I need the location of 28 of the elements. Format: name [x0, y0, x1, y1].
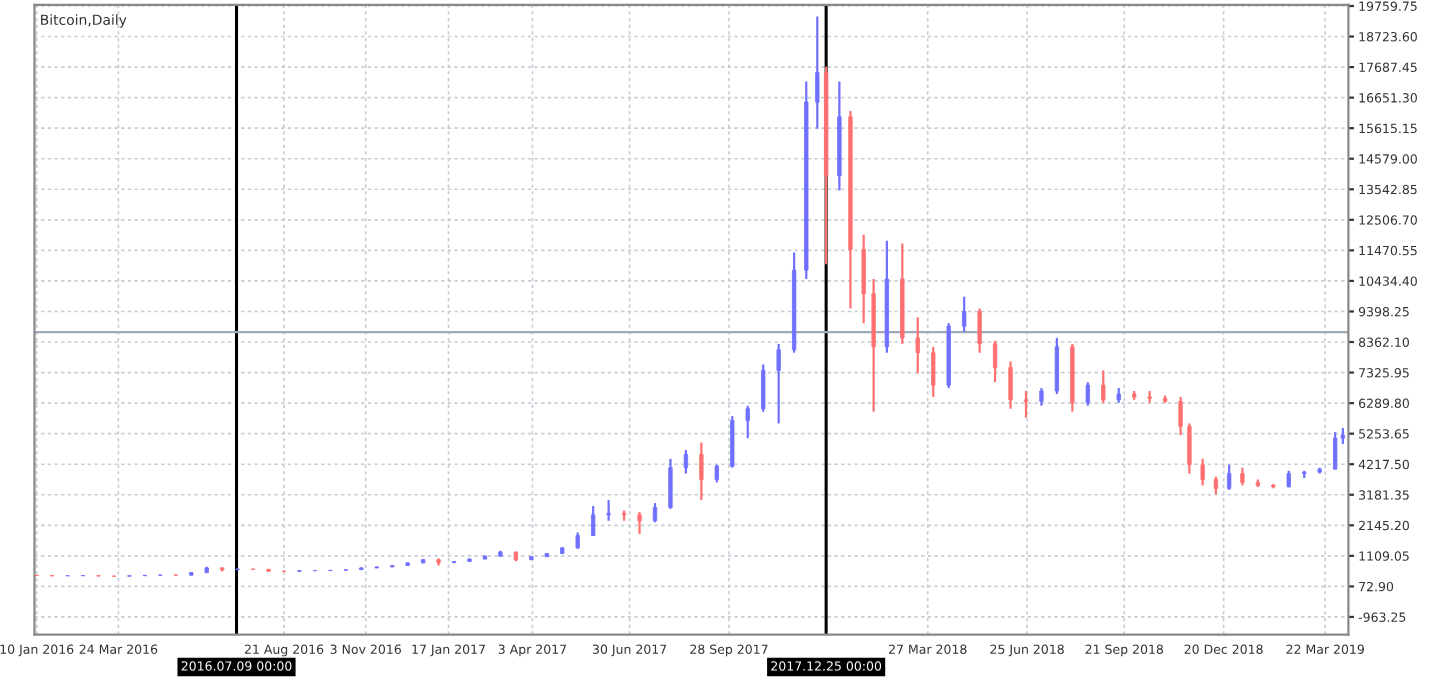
- candlestick: [915, 316, 920, 375]
- candlestick: [1008, 360, 1013, 410]
- candlestick: [668, 457, 673, 511]
- candlestick: [815, 15, 820, 130]
- candlestick: [591, 504, 596, 537]
- candlestick: [1023, 389, 1029, 419]
- candlestick: [1200, 457, 1205, 487]
- candlestick: [683, 448, 689, 475]
- candlestick: [1054, 336, 1060, 396]
- candlestick: [1178, 395, 1183, 437]
- candlestick: [1227, 463, 1232, 491]
- candlestick: [652, 501, 658, 524]
- candlestick: [1085, 381, 1090, 407]
- candlestick: [977, 307, 982, 354]
- candlestick: [861, 233, 866, 325]
- candlestick: [761, 363, 766, 413]
- candlestick: [1187, 422, 1192, 475]
- candlestick: [745, 404, 750, 440]
- candlestick: [730, 414, 735, 469]
- candlestick: [699, 441, 704, 502]
- candlestick: [606, 499, 611, 522]
- candlestick: [637, 510, 642, 536]
- candlestick: [1101, 369, 1106, 404]
- candlestick: [992, 339, 998, 384]
- candlestick: [1333, 431, 1338, 471]
- candlestick: [962, 295, 967, 334]
- candlestick: [776, 342, 781, 425]
- candlestick: [931, 345, 936, 399]
